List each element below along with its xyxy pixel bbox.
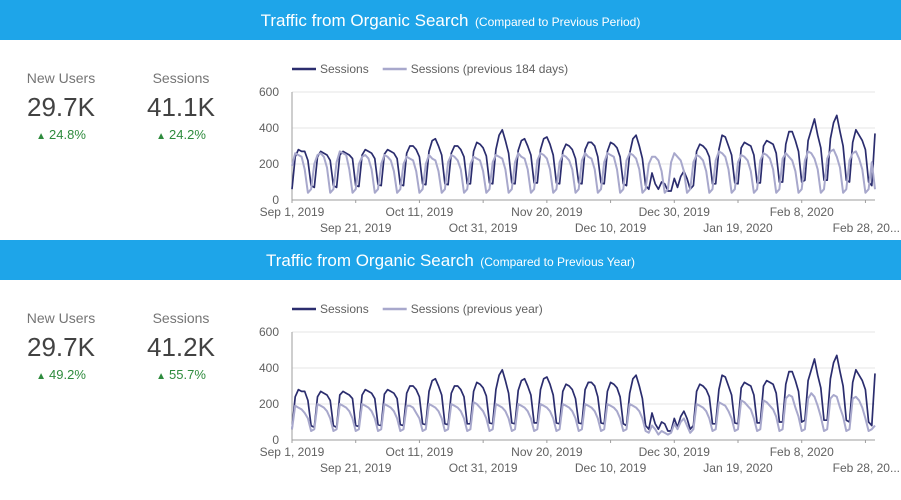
sessions-line-chart: 0 200 400 600 Sep 1, 2019 Sep 21, 2019 Oct 11,… — [259, 302, 900, 475]
kpi-delta-value: 55.7% — [169, 367, 206, 382]
panel-subtitle: (Compared to Previous Year) — [480, 255, 636, 269]
kpi-label: Sessions — [152, 70, 210, 86]
kpi-delta-value: 24.2% — [169, 127, 206, 142]
arrow-up-icon: ▲ — [36, 131, 47, 142]
kpi-label: Sessions — [152, 310, 210, 326]
y-tick-label: 400 — [259, 361, 279, 375]
panel-header: Traffic from Organic Search (Compared to… — [0, 240, 901, 280]
series-line — [291, 148, 876, 194]
x-tick-label: Feb 8, 2020 — [770, 445, 834, 459]
x-tick-label: Dec 10, 2019 — [575, 221, 647, 235]
panel-previous-period: Traffic from Organic Search (Compared to… — [0, 0, 901, 240]
x-tick-label: Oct 31, 2019 — [449, 221, 518, 235]
kpi-value: 41.1K — [147, 92, 215, 122]
x-tick-label: Jan 19, 2020 — [703, 221, 773, 235]
x-tick-label: Jan 19, 2020 — [703, 461, 773, 475]
legend-label: Sessions (previous 184 days) — [411, 62, 568, 76]
kpi-label: New Users — [26, 310, 96, 326]
panel-subtitle: (Compared to Previous Period) — [474, 15, 641, 29]
kpi-delta: ▲ 24.8% — [11, 127, 111, 142]
y-tick-label: 400 — [259, 121, 279, 135]
kpi-delta-value: 24.8% — [49, 127, 86, 142]
x-tick-label: Oct 31, 2019 — [449, 461, 518, 475]
series-line — [291, 392, 876, 436]
panel-header: Traffic from Organic Search (Compared to… — [0, 0, 901, 40]
kpi-value: 41.2K — [147, 332, 215, 362]
arrow-up-icon: ▲ — [156, 131, 167, 142]
kpi-sessions: Sessions 41.2K ▲ 55.7% — [131, 310, 231, 382]
x-tick-label: Feb 8, 2020 — [770, 205, 834, 219]
x-tick-label: Feb 28, 20... — [833, 461, 900, 475]
y-tick-label: 200 — [259, 397, 279, 411]
x-tick-label: Feb 28, 20... — [833, 221, 900, 235]
y-tick-label: 0 — [272, 433, 279, 447]
kpi-delta: ▲ 49.2% — [11, 367, 111, 382]
series-line — [291, 354, 876, 432]
x-tick-label: Nov 20, 2019 — [511, 445, 583, 459]
y-tick-label: 600 — [259, 325, 279, 339]
kpi-label: New Users — [26, 70, 96, 86]
kpi-sessions: Sessions 41.1K ▲ 24.2% — [131, 70, 231, 142]
sessions-line-chart: 0 200 400 600 Sep 1, 2019 Sep 21, 2019 Oct 11,… — [259, 62, 900, 235]
x-tick-label: Sep 21, 2019 — [320, 461, 392, 475]
arrow-up-icon: ▲ — [156, 371, 167, 382]
panel-title: Traffic from Organic Search — [265, 251, 474, 270]
kpi-value: 29.7K — [27, 332, 95, 362]
kpi-new-users: New Users 29.7K ▲ 49.2% — [11, 310, 111, 382]
x-tick-label: Sep 1, 2019 — [260, 205, 325, 219]
kpi-new-users: New Users 29.7K ▲ 24.8% — [11, 70, 111, 142]
y-tick-label: 600 — [259, 85, 279, 99]
panel-title: Traffic from Organic Search — [260, 11, 469, 30]
x-tick-label: Dec 10, 2019 — [575, 461, 647, 475]
x-tick-label: Nov 20, 2019 — [511, 205, 583, 219]
kpi-value: 29.7K — [27, 92, 95, 122]
y-tick-label: 0 — [272, 193, 279, 207]
x-tick-label: Sep 1, 2019 — [260, 445, 325, 459]
kpi-delta-value: 49.2% — [49, 367, 86, 382]
arrow-up-icon: ▲ — [36, 371, 47, 382]
series-line — [291, 114, 876, 192]
x-tick-label: Dec 30, 2019 — [639, 445, 711, 459]
legend-label: Sessions — [320, 302, 369, 316]
kpi-delta: ▲ 55.7% — [131, 367, 231, 382]
y-tick-label: 200 — [259, 157, 279, 171]
panel-previous-year: Traffic from Organic Search (Compared to… — [0, 240, 901, 480]
x-tick-label: Sep 21, 2019 — [320, 221, 392, 235]
legend-label: Sessions — [320, 62, 369, 76]
kpi-delta: ▲ 24.2% — [131, 127, 231, 142]
x-tick-label: Oct 11, 2019 — [386, 205, 454, 219]
x-tick-label: Oct 11, 2019 — [386, 445, 454, 459]
x-tick-label: Dec 30, 2019 — [639, 205, 711, 219]
legend-label: Sessions (previous year) — [411, 302, 543, 316]
